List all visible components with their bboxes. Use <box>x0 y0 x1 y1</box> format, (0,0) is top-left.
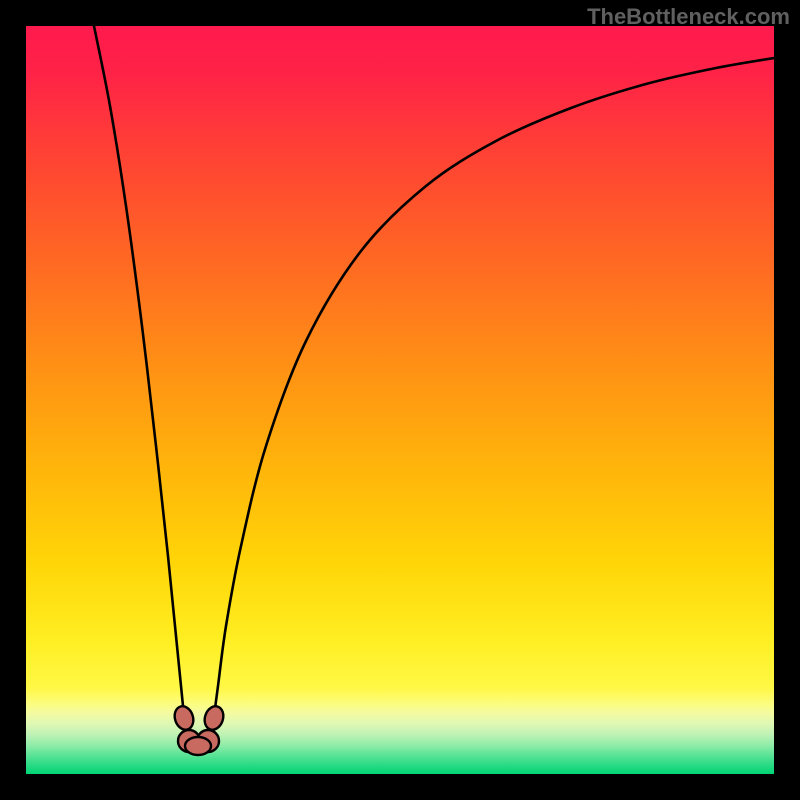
curve-right-branch <box>214 58 774 716</box>
chart-container: TheBottleneck.com <box>0 0 800 800</box>
watermark-text: TheBottleneck.com <box>587 4 790 30</box>
curve-left-branch <box>94 26 184 716</box>
plot-area <box>26 26 774 774</box>
curve-dip-marker <box>172 704 227 755</box>
curve-layer <box>26 26 774 774</box>
